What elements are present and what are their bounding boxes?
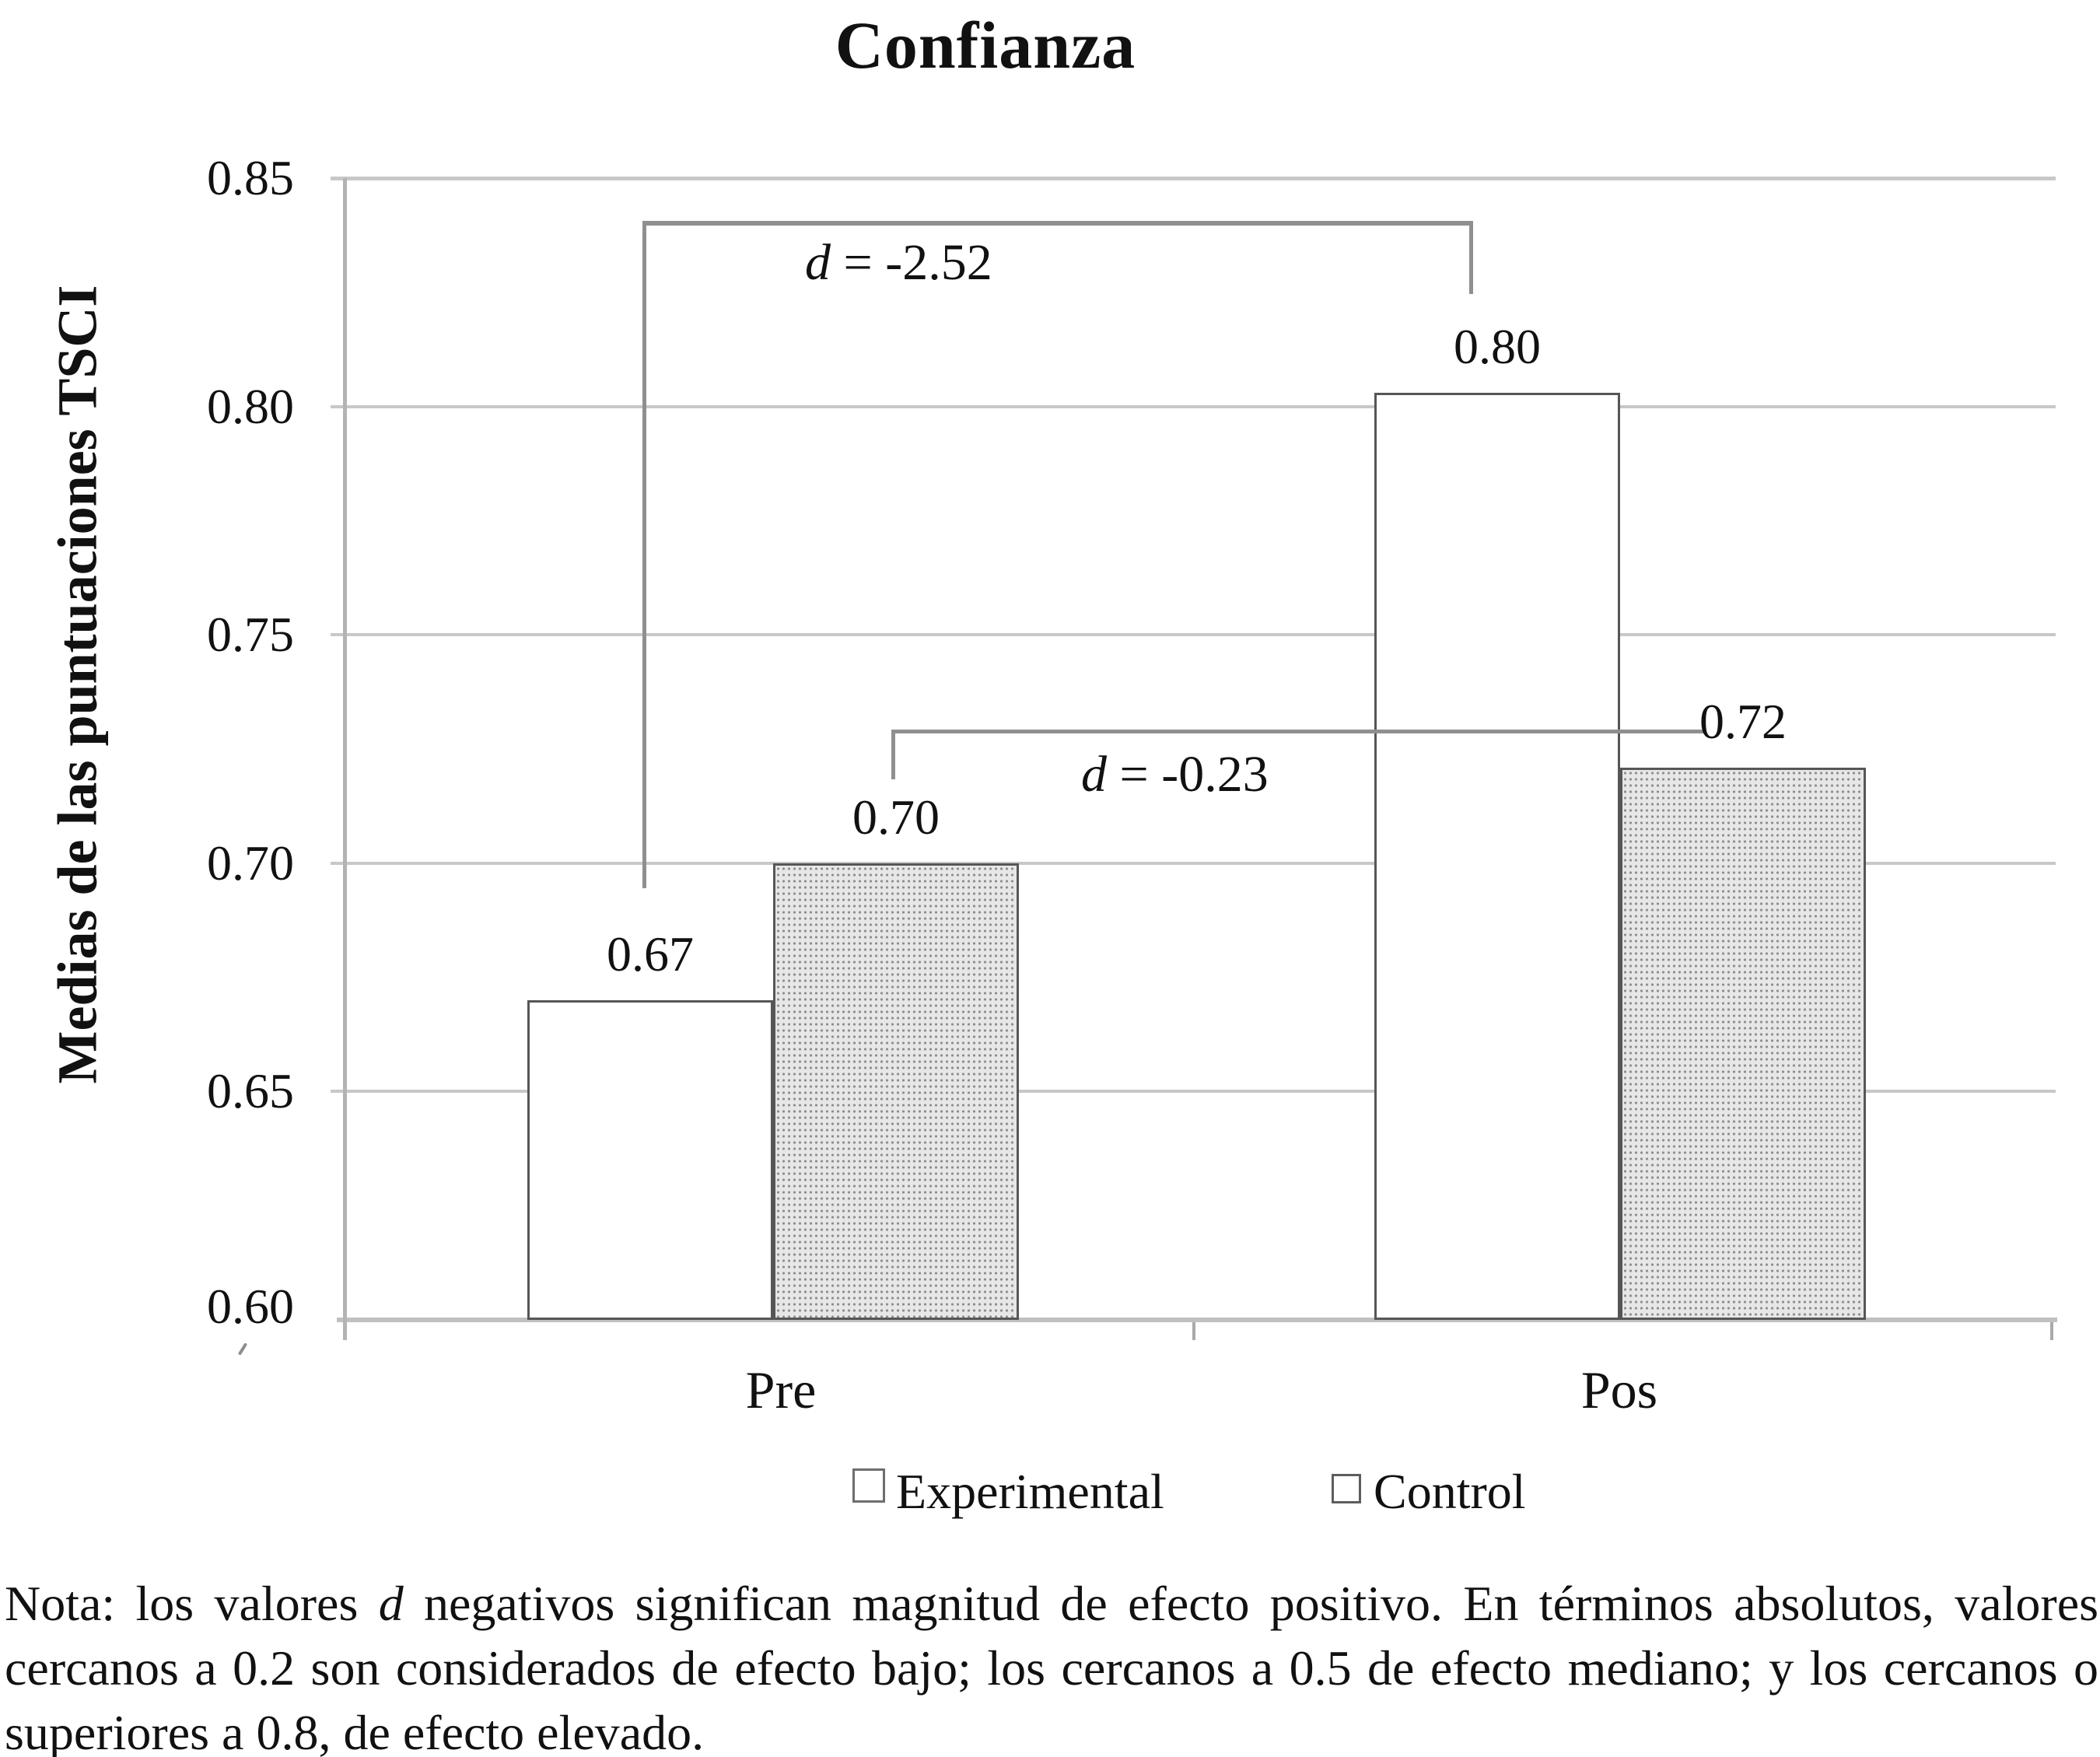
chart-title: Confianza	[835, 8, 1136, 82]
gridline-0-65	[331, 1090, 2056, 1093]
legend-label-control: Control	[1374, 1464, 1526, 1519]
gridline-0-85	[331, 177, 2056, 180]
effect-size-annotation-experimental: d = -2.52	[805, 233, 992, 292]
effect-size-annotation-control: d = -0.23	[1081, 745, 1269, 804]
legend-label-experimental: Experimental	[896, 1464, 1164, 1519]
y-tick-label: 0.85	[207, 150, 294, 205]
footnote-body: negativos significan magnitud de efecto …	[5, 1576, 2099, 1757]
x-category-label-pos: Pos	[1580, 1360, 1658, 1419]
gridline-0-80	[331, 405, 2056, 408]
x-axis-tick-mid	[1192, 1322, 1195, 1340]
gridline-0-70	[331, 862, 2056, 865]
bar-value-label: 0.67	[607, 926, 694, 982]
gridline-0-75	[331, 633, 2056, 636]
effect-size-value: = -0.23	[1107, 746, 1269, 803]
y-tick-label: 0.75	[207, 607, 294, 662]
x-category-label-pre: Pre	[745, 1360, 817, 1419]
bar-pre-experimental	[527, 1000, 773, 1320]
bracket-experimental-left-leg	[642, 221, 646, 888]
d-symbol: d	[1081, 746, 1107, 803]
x-axis-tick-right	[2050, 1322, 2053, 1340]
y-tick-label: 0.65	[207, 1063, 294, 1118]
y-tick-label: 0.70	[207, 835, 294, 891]
bar-value-label: 0.80	[1454, 319, 1541, 374]
bar-pos-experimental	[1374, 393, 1620, 1320]
stray-tick-mark	[237, 1342, 248, 1356]
bracket-experimental-right-leg	[1469, 221, 1473, 294]
figure-footnote: Nota: los valores d negativos significan…	[5, 1571, 2098, 1757]
x-axis-baseline	[337, 1318, 2057, 1322]
y-axis-line	[343, 178, 347, 1340]
footnote-prefix: Nota: los valores	[5, 1576, 379, 1631]
effect-size-value: = -2.52	[831, 234, 992, 291]
y-tick-label: 0.80	[207, 379, 294, 434]
d-symbol: d	[805, 234, 831, 291]
d-symbol: d	[378, 1576, 404, 1631]
bar-pre-control	[773, 863, 1019, 1320]
bar-pos-control	[1620, 768, 1866, 1320]
legend-swatch-control	[1332, 1474, 1361, 1503]
legend-swatch-experimental	[852, 1468, 885, 1503]
bracket-control-left-leg	[891, 730, 895, 779]
y-tick-label: 0.60	[207, 1279, 294, 1334]
bar-value-label: 0.72	[1699, 694, 1787, 749]
bar-value-label: 0.70	[852, 789, 940, 845]
bracket-experimental-line	[642, 221, 1473, 226]
bracket-control-line	[891, 730, 1703, 733]
